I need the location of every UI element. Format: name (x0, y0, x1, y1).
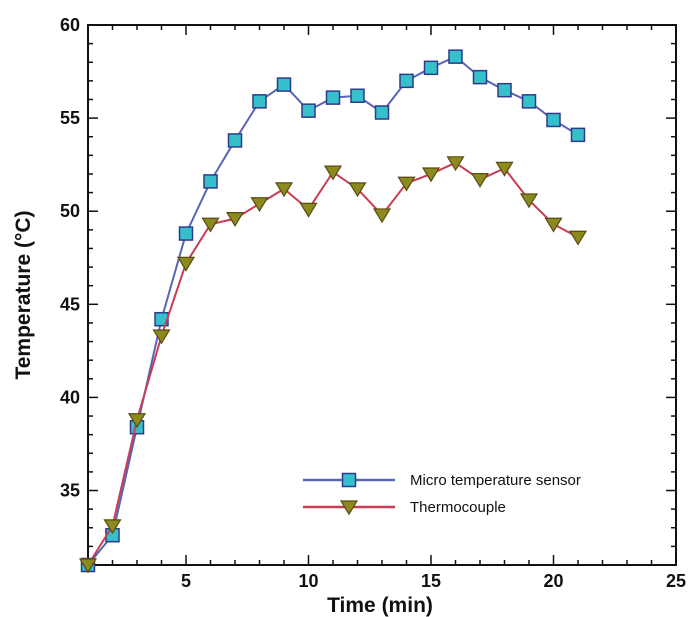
series-thermocouple (78, 156, 588, 574)
y-tick-label: 35 (60, 481, 80, 501)
data-point (521, 94, 537, 109)
data-point (448, 49, 463, 64)
data-point (225, 212, 245, 228)
x-tick-label: 15 (421, 571, 441, 591)
data-point (227, 133, 243, 148)
x-tick-label: 5 (181, 571, 191, 591)
data-point (301, 103, 316, 118)
data-point (276, 77, 292, 92)
data-point (423, 60, 439, 76)
y-axis-title: Temperature (°C) (12, 210, 35, 379)
x-tick-label: 10 (298, 571, 318, 591)
data-point (568, 230, 588, 246)
data-point (350, 88, 365, 104)
y-tick-label: 40 (60, 387, 80, 407)
data-point (203, 174, 218, 189)
data-point (178, 226, 194, 241)
data-point (323, 165, 343, 181)
legend-marker (339, 500, 359, 516)
series-micro-sensor (80, 49, 586, 573)
data-point (570, 127, 586, 143)
legend-label: Thermocouple (410, 499, 506, 516)
data-point (399, 73, 414, 89)
data-point (470, 172, 490, 188)
x-tick-label: 20 (543, 571, 563, 591)
x-tick-label: 25 (666, 571, 686, 591)
data-point (446, 156, 465, 172)
legend: Micro temperature sensor Thermocouple (303, 472, 581, 516)
y-tick-label: 50 (60, 201, 80, 221)
data-point (274, 182, 294, 198)
y-tick-label: 55 (60, 108, 80, 128)
data-point (103, 519, 122, 535)
data-point (497, 82, 512, 98)
data-point (78, 558, 98, 574)
data-point (127, 413, 147, 429)
data-point (299, 202, 318, 218)
axis-ticks: 5 10 15 20 25 35 40 45 50 55 60 (60, 15, 686, 591)
data-point (176, 256, 196, 272)
data-point (495, 161, 514, 177)
data-point (397, 176, 416, 192)
data-point (472, 69, 488, 85)
data-point (348, 182, 367, 198)
data-point (546, 112, 561, 128)
y-tick-label: 45 (60, 294, 80, 314)
data-point (250, 197, 269, 213)
data-point (201, 217, 220, 233)
y-tick-label: 60 (60, 15, 80, 35)
data-point (519, 193, 539, 209)
data-point (374, 105, 390, 120)
data-point (372, 208, 392, 224)
x-axis-title: Time (min) (327, 594, 433, 617)
legend-label: Micro temperature sensor (410, 472, 581, 489)
data-point (544, 217, 563, 233)
data-point (421, 167, 441, 183)
series-layer (78, 49, 588, 574)
legend-marker (341, 472, 357, 488)
data-point (152, 329, 171, 345)
data-point (252, 94, 267, 109)
data-point (325, 90, 341, 105)
